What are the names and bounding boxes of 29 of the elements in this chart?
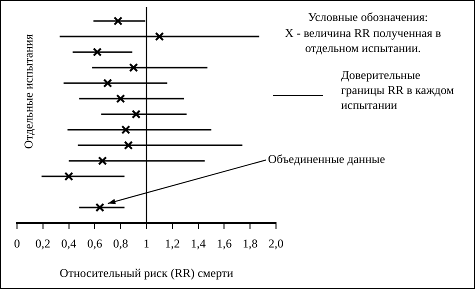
- x-tick-label: 0,8: [113, 236, 128, 250]
- point: [116, 94, 126, 104]
- point: [95, 202, 104, 212]
- x-tick-label: 2,0: [268, 236, 284, 250]
- x-tick-label: 1,8: [242, 236, 258, 250]
- point: [103, 78, 112, 88]
- x-axis-title: Относительный риск (RR) смерти: [60, 266, 234, 280]
- text: Условные обозначения:: [306, 10, 430, 25]
- point: [113, 16, 123, 26]
- text: X - величина RR полученная в отдельном испытании.: [284, 26, 442, 56]
- x-tick-label: 0: [14, 236, 20, 250]
- x-tick-label: 1: [144, 236, 150, 250]
- point: [124, 140, 133, 150]
- x-tick-label: 0,2: [35, 236, 50, 250]
- point: [129, 63, 138, 72]
- point: [98, 156, 108, 166]
- point: [154, 32, 164, 42]
- x-tick-label: 1,6: [216, 236, 232, 250]
- x-tick-label: 0,6: [87, 236, 102, 250]
- point: [132, 110, 141, 119]
- point: [92, 48, 102, 57]
- x-tick-label: 1,4: [190, 236, 206, 250]
- text: Доверительные границы RR в каждом испытании: [341, 68, 455, 113]
- point: [121, 125, 130, 134]
- x-tick-label: 1,2: [164, 236, 180, 250]
- y-axis-title: Отдельные испытания: [22, 33, 36, 151]
- point: [64, 172, 74, 181]
- annotation: Объединенные данные: [268, 152, 386, 167]
- x-tick-label: 0,4: [61, 236, 76, 250]
